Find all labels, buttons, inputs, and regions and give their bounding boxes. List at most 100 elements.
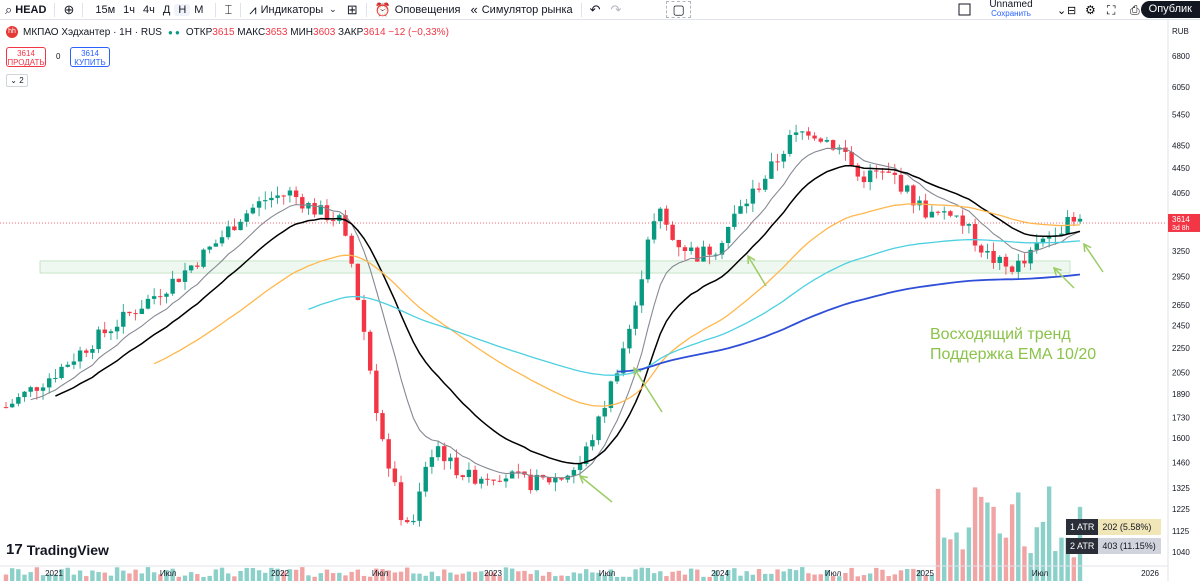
- redo-button[interactable]: ↷: [606, 0, 627, 19]
- publish-button[interactable]: Опублик: [1140, 1, 1200, 18]
- price-tick-label: 2050: [1172, 369, 1190, 378]
- volume-bar: [695, 569, 700, 581]
- price-axis-currency: RUB: [1172, 27, 1189, 36]
- volume-bar: [127, 573, 132, 581]
- volume-bar: [590, 572, 595, 581]
- candle-body: [263, 200, 268, 202]
- candle-body: [701, 246, 706, 262]
- replay-label: Симулятор рынка: [481, 3, 573, 16]
- chart-layout-icon[interactable]: ⊟: [1067, 5, 1076, 17]
- price-tick-label: 1890: [1172, 390, 1190, 399]
- candle-body: [417, 491, 422, 521]
- alerts-button[interactable]: ⏰ Оповещения: [370, 0, 466, 19]
- volume-bar: [287, 569, 293, 581]
- candle-body: [312, 203, 317, 215]
- candle-body: [127, 311, 132, 314]
- time-tick-label: 2022: [271, 569, 289, 578]
- volume-bar: [460, 573, 465, 581]
- candle-body: [1034, 242, 1039, 250]
- chart-type-button[interactable]: ⌶: [219, 0, 237, 19]
- interval-4[interactable]: Н: [174, 3, 191, 16]
- sell-button[interactable]: 3614 ПРОДАТЬ: [6, 47, 46, 67]
- divider: [240, 2, 242, 17]
- candle-body: [466, 469, 472, 478]
- candle-body: [781, 153, 786, 162]
- volume-bar: [442, 569, 447, 581]
- candle-body: [238, 221, 243, 231]
- buy-button[interactable]: 3614 КУПИТЬ: [70, 47, 110, 67]
- price-chart[interactable]: RUB 1040 1125 1225 1325 1460 1600 1730 1890 2050 2…: [0, 20, 1200, 581]
- candle-body: [497, 480, 502, 482]
- candle-body: [491, 479, 496, 481]
- candle-body: [380, 413, 385, 440]
- volume-bar: [263, 572, 268, 581]
- volume-bar: [16, 569, 21, 581]
- candle-body: [250, 207, 256, 214]
- fullscreen-icon[interactable]: ⛶: [1106, 3, 1116, 17]
- layout-name-button[interactable]: Unnamed Сохранить: [976, 0, 1046, 19]
- candle-body: [145, 298, 151, 309]
- price-tick-label: 2250: [1172, 344, 1190, 353]
- checkbox-icon[interactable]: [958, 3, 971, 16]
- indicators-collapse-button[interactable]: ⌄ 2: [6, 74, 28, 87]
- chevron-down-icon[interactable]: ⌄: [1057, 5, 1066, 17]
- candle-body: [725, 226, 731, 244]
- candle-body: [997, 256, 1002, 263]
- replay-button[interactable]: « Симулятор рынка: [466, 0, 578, 19]
- volume-bar: [34, 567, 40, 581]
- volume-bar: [108, 575, 114, 581]
- candle-body: [429, 457, 435, 467]
- settings-icon[interactable]: ⚙: [1085, 3, 1096, 17]
- volume-bar: [244, 567, 249, 581]
- camera-icon[interactable]: ⎙: [1130, 3, 1140, 17]
- candle-body: [818, 138, 823, 142]
- undo-icon: ↶: [589, 1, 601, 17]
- volume-bar: [645, 567, 651, 581]
- compare-button[interactable]: ⊕: [58, 0, 79, 19]
- candle-body: [830, 140, 836, 150]
- volume-bar: [367, 576, 373, 581]
- volume-bar: [546, 572, 552, 581]
- candle-body: [188, 265, 194, 271]
- price-tick-label: 2450: [1172, 322, 1190, 331]
- volume-bar: [417, 573, 422, 581]
- volume-bar: [28, 572, 33, 581]
- volume-bar: [479, 571, 484, 581]
- candle-body: [139, 308, 144, 315]
- undo-button[interactable]: ↶: [585, 0, 606, 19]
- candle-body: [405, 520, 410, 523]
- volume-bar: [448, 572, 453, 581]
- volume-bar: [824, 570, 830, 581]
- volume-bar: [164, 570, 169, 581]
- candle-body: [787, 134, 793, 154]
- volume-bar: [633, 569, 638, 581]
- atr-value: 202 (5.58%): [1098, 519, 1161, 535]
- indicators-button[interactable]: ⩘ Индикаторы ⌄: [244, 0, 341, 19]
- right-toolbar-icons: ⌄ ⊟ ⚙ ⛶ ⎙: [958, 3, 1140, 17]
- templates-button[interactable]: ⊞: [342, 0, 363, 19]
- volume-bar: [281, 571, 286, 581]
- time-tick-label: 2024: [711, 569, 729, 578]
- volume-bar: [330, 573, 336, 581]
- symbol-search[interactable]: ⌕ HEAD: [0, 0, 51, 19]
- volume-bar: [176, 576, 182, 581]
- candle-body: [77, 350, 83, 362]
- atr-value: 403 (11.15%): [1098, 538, 1161, 554]
- indicators-icon: ⩘: [249, 1, 257, 17]
- interval-0[interactable]: 15м: [95, 3, 116, 16]
- fullscreen-select-button[interactable]: ▢: [666, 1, 691, 18]
- candle-body: [226, 226, 231, 238]
- volume-bar: [213, 569, 219, 581]
- candle-body: [861, 176, 867, 183]
- candle-body: [670, 224, 675, 240]
- volume-bar: [985, 502, 990, 581]
- candle-body: [176, 278, 182, 282]
- interval-3[interactable]: Д: [162, 3, 171, 16]
- trend-arrow: [579, 475, 613, 503]
- price-tick-label: 5450: [1172, 110, 1190, 119]
- volume-bar: [503, 567, 509, 581]
- volume-bar: [929, 574, 935, 581]
- interval-2[interactable]: 4ч: [143, 3, 155, 16]
- interval-5[interactable]: М: [194, 3, 204, 16]
- interval-1[interactable]: 1ч: [123, 3, 136, 16]
